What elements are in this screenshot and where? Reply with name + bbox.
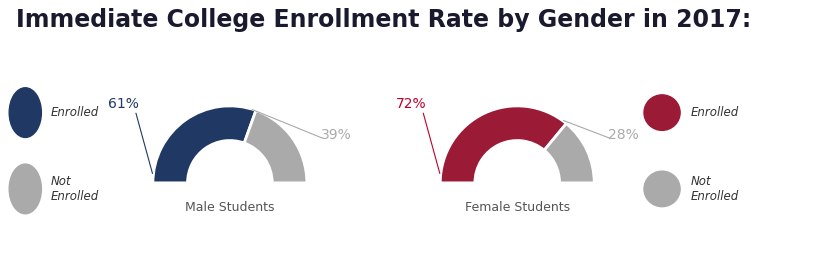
Text: Enrolled: Enrolled bbox=[691, 106, 739, 119]
Wedge shape bbox=[544, 124, 594, 183]
Wedge shape bbox=[153, 106, 256, 183]
Text: Immediate College Enrollment Rate by Gender in 2017:: Immediate College Enrollment Rate by Gen… bbox=[16, 8, 752, 32]
Text: 28%: 28% bbox=[608, 128, 639, 142]
Text: 39%: 39% bbox=[321, 128, 351, 142]
Circle shape bbox=[644, 171, 680, 207]
Text: Female Students: Female Students bbox=[465, 201, 570, 214]
Wedge shape bbox=[440, 106, 566, 183]
Text: Not
Enrolled: Not Enrolled bbox=[691, 175, 739, 203]
Circle shape bbox=[9, 88, 41, 138]
Text: Male Students: Male Students bbox=[185, 201, 275, 214]
Circle shape bbox=[644, 95, 680, 130]
Text: Not
Enrolled: Not Enrolled bbox=[51, 175, 99, 203]
Text: 72%: 72% bbox=[396, 97, 426, 111]
Text: Enrolled: Enrolled bbox=[51, 106, 99, 119]
Wedge shape bbox=[244, 111, 307, 183]
Text: 61%: 61% bbox=[108, 97, 139, 111]
Circle shape bbox=[9, 164, 41, 214]
